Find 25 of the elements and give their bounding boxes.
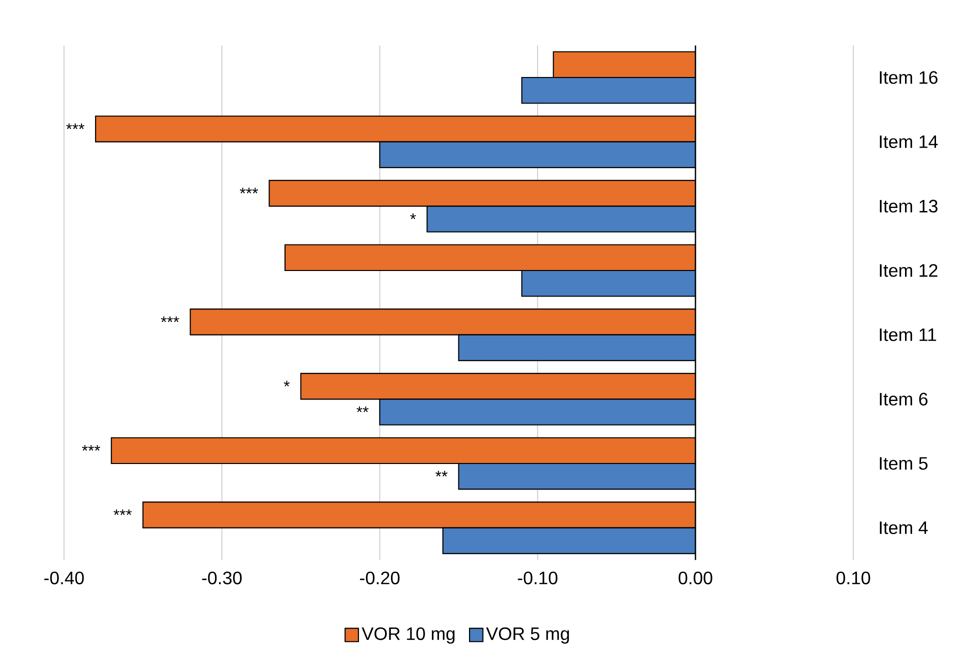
y-tick-label: Item 13 <box>880 200 938 213</box>
annotation: ** <box>356 406 369 412</box>
annotation: ** <box>436 470 448 476</box>
x-tick-label: -0.40 <box>44 572 84 584</box>
x-tick-label: -0.10 <box>518 572 558 584</box>
annotation: *** <box>160 316 180 322</box>
annotation: *** <box>66 123 84 130</box>
legend-label: VOR 10 mg <box>362 627 454 644</box>
x-tick-label: 0.00 <box>678 572 712 584</box>
y-tick-label: Item 6 <box>880 392 928 406</box>
x-tick-label: -0.30 <box>202 572 242 584</box>
x-tick-label: -0.20 <box>360 572 400 584</box>
annotation: *** <box>114 509 132 516</box>
y-tick-label: Item 11 <box>880 328 936 342</box>
y-tick-label: Item 14 <box>880 136 938 148</box>
y-tick-label: Item 4 <box>880 522 928 534</box>
annotation: *** <box>82 445 100 451</box>
y-tick-label: Item 16 <box>880 71 938 84</box>
x-tick-label: 0.10 <box>836 572 870 584</box>
legend-label: VOR 5 mg <box>486 627 569 644</box>
y-tick-label: Item 12 <box>880 264 938 277</box>
y-tick-label: Item 5 <box>880 457 928 470</box>
annotation: * <box>410 214 416 220</box>
annotation: * <box>284 380 290 386</box>
annotation: *** <box>240 188 258 194</box>
